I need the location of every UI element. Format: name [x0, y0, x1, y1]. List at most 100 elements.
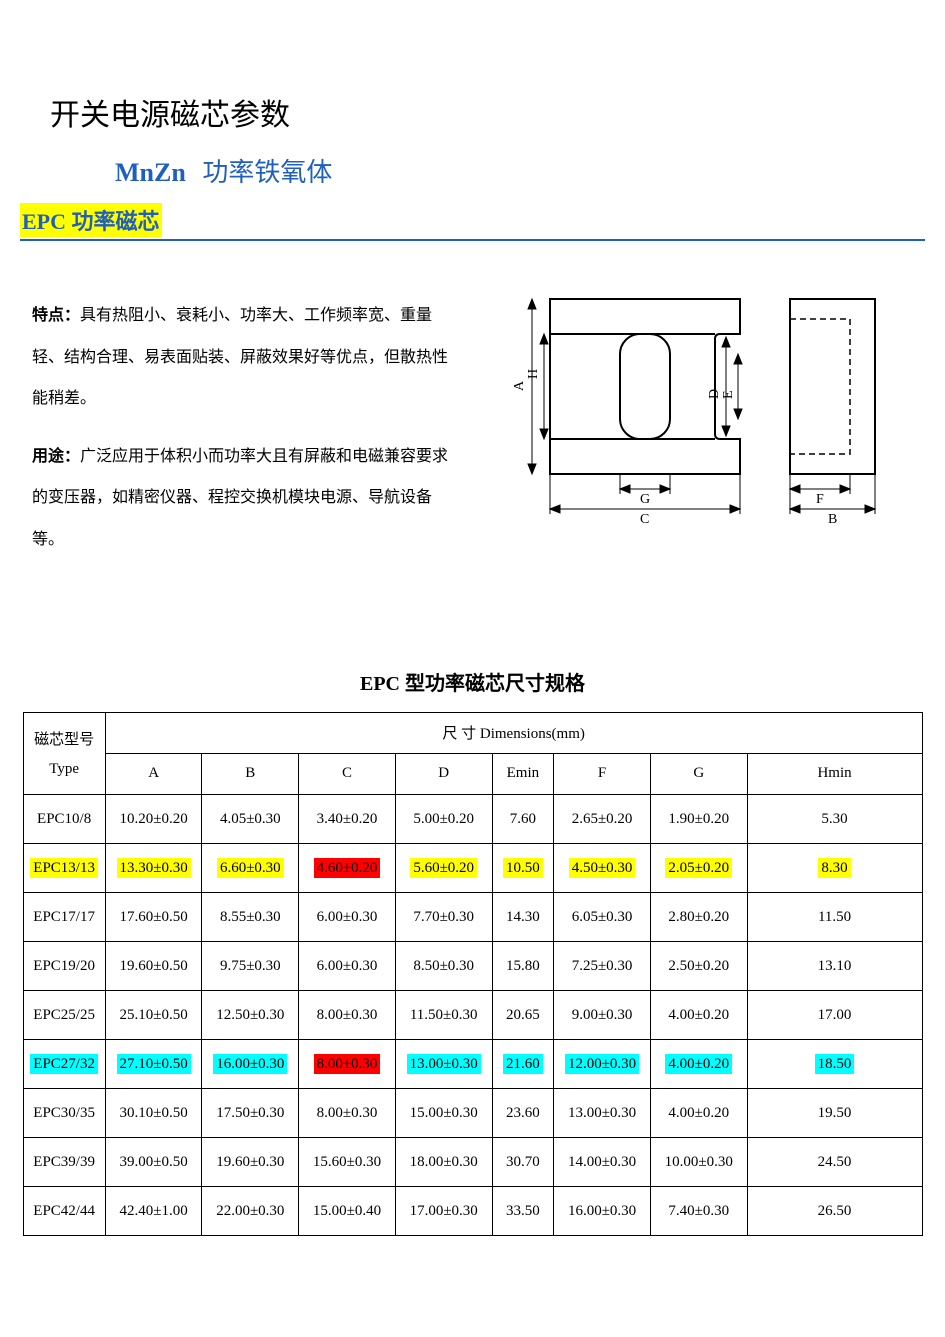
table-row: EPC39/3939.00±0.5019.60±0.3015.60±0.3018… [23, 1137, 922, 1186]
cell-dim-value: 4.05±0.30 [217, 809, 284, 829]
cell-type-value: EPC27/32 [30, 1054, 98, 1074]
cell-dim: 27.10±0.50 [105, 1039, 202, 1088]
cell-dim: 6.00±0.30 [299, 892, 396, 941]
cell-dim-value: 4.60±0.20 [314, 858, 381, 878]
cell-dim: 7.60 [492, 794, 554, 843]
cell-dim: 6.05±0.30 [554, 892, 651, 941]
cell-dim: 18.00±0.30 [395, 1137, 492, 1186]
cell-dim-value: 19.60±0.30 [213, 1152, 287, 1172]
cell-dim: 4.00±0.20 [650, 1088, 747, 1137]
cell-type: EPC10/8 [23, 794, 105, 843]
cell-dim-value: 17.00±0.30 [407, 1201, 481, 1221]
table-row: EPC17/1717.60±0.508.55±0.306.00±0.307.70… [23, 892, 922, 941]
cell-dim-value: 10.20±0.20 [117, 809, 191, 829]
core-diagram: A H D E [490, 279, 890, 529]
cell-dim-value: 25.10±0.50 [117, 1005, 191, 1025]
cell-dim: 21.60 [492, 1039, 554, 1088]
cell-dim: 9.75±0.30 [202, 941, 299, 990]
cell-dim-value: 5.30 [818, 809, 850, 829]
usage-paragraph: 用途：广泛应用于体积小而功率大且有屏蔽和电磁兼容要求的变压器，如精密仪器、程控交… [32, 436, 462, 561]
cell-dim-value: 14.00±0.30 [565, 1152, 639, 1172]
cell-dim: 18.50 [747, 1039, 922, 1088]
cell-dim-value: 7.70±0.30 [410, 907, 477, 927]
cell-dim-value: 6.00±0.30 [314, 956, 381, 976]
cell-dim-value: 14.30 [503, 907, 543, 927]
cell-dim-value: 8.30 [818, 858, 850, 878]
cell-dim-value: 12.00±0.30 [565, 1054, 639, 1074]
usage-text: 广泛应用于体积小而功率大且有屏蔽和电磁兼容要求的变压器，如精密仪器、程控交换机模… [32, 448, 448, 548]
cell-dim: 5.00±0.20 [395, 794, 492, 843]
usage-label: 用途： [32, 448, 80, 465]
dimensions-table: 磁芯型号 Type 尺 寸 Dimensions(mm) A B C D Emi… [23, 712, 923, 1236]
cell-dim-value: 12.50±0.30 [213, 1005, 287, 1025]
cell-dim-value: 17.60±0.50 [117, 907, 191, 927]
cell-dim: 15.00±0.30 [395, 1088, 492, 1137]
th-type-l2: Type [24, 761, 105, 778]
cell-dim: 30.10±0.50 [105, 1088, 202, 1137]
cell-dim: 9.00±0.30 [554, 990, 651, 1039]
cell-dim-value: 15.00±0.40 [310, 1201, 384, 1221]
cell-dim: 3.40±0.20 [299, 794, 396, 843]
cell-dim-value: 19.50 [815, 1103, 855, 1123]
cell-dim: 14.30 [492, 892, 554, 941]
cell-dim: 22.00±0.30 [202, 1186, 299, 1235]
cell-dim: 2.80±0.20 [650, 892, 747, 941]
th-dimensions: 尺 寸 Dimensions(mm) [105, 712, 922, 753]
cell-dim: 7.70±0.30 [395, 892, 492, 941]
cell-type-value: EPC30/35 [30, 1103, 98, 1123]
cell-dim-value: 5.60±0.20 [410, 858, 477, 878]
cell-dim: 4.00±0.20 [650, 1039, 747, 1088]
table-title: EPC 型功率磁芯尺寸规格 [20, 667, 925, 696]
cell-dim-value: 21.60 [503, 1054, 543, 1074]
intro-row: 特点：具有热阻小、衰耗小、功率大、工作频率宽、重量轻、结构合理、易表面贴装、屏蔽… [20, 279, 925, 577]
dim-label-G: G [640, 492, 650, 507]
table-row: EPC30/3530.10±0.5017.50±0.308.00±0.3015.… [23, 1088, 922, 1137]
cell-dim-value: 6.00±0.30 [314, 907, 381, 927]
cell-dim: 13.00±0.30 [554, 1088, 651, 1137]
cell-type-value: EPC10/8 [34, 809, 94, 829]
cell-dim: 17.00 [747, 990, 922, 1039]
cell-dim-value: 15.60±0.30 [310, 1152, 384, 1172]
dim-label-H: H [526, 369, 541, 379]
cell-dim: 26.50 [747, 1186, 922, 1235]
cell-dim: 14.00±0.30 [554, 1137, 651, 1186]
table-row: EPC27/3227.10±0.5016.00±0.308.00±0.3013.… [23, 1039, 922, 1088]
table-row: EPC10/8 10.20±0.20 4.05±0.30 3.40±0.205.00±… [23, 794, 922, 843]
cell-dim: 25.10±0.50 [105, 990, 202, 1039]
table-row: EPC42/4442.40±1.0022.00±0.3015.00±0.4017… [23, 1186, 922, 1235]
cell-dim-value: 18.50 [815, 1054, 855, 1074]
cell-dim: 5.30 [747, 794, 922, 843]
cell-dim-value: 30.70 [503, 1152, 543, 1172]
epc-diagram-svg: A H D E [490, 279, 890, 529]
cell-dim-value: 11.50±0.30 [407, 1005, 481, 1025]
table-row: EPC25/25 25.10±0.50 12.50±0.30 8.00±0.30 11.… [23, 990, 922, 1039]
cell-type-value: EPC25/25 [30, 1005, 98, 1025]
dim-label-F: F [816, 492, 824, 507]
cell-dim-value: 8.00±0.30 [314, 1005, 381, 1025]
cell-dim: 7.25±0.30 [554, 941, 651, 990]
cell-dim-value: 23.60 [503, 1103, 543, 1123]
cell-dim: 13.10 [747, 941, 922, 990]
table-header-row-2: A B C D Emin F G Hmin [23, 753, 922, 794]
feature-label: 特点： [32, 307, 80, 324]
cell-dim: 2.65±0.20 [554, 794, 651, 843]
description-block: 特点：具有热阻小、衰耗小、功率大、工作频率宽、重量轻、结构合理、易表面贴装、屏蔽… [32, 279, 462, 577]
table-row: EPC13/1313.30±0.306.60±0.304.60±0.205.60… [23, 843, 922, 892]
cell-dim-value: 15.80 [503, 956, 543, 976]
cell-dim: 5.60±0.20 [395, 843, 492, 892]
cell-dim-value: 7.40±0.30 [665, 1201, 732, 1221]
th-Emin: Emin [492, 753, 554, 794]
cell-type: EPC30/35 [23, 1088, 105, 1137]
cell-dim: 17.00±0.30 [395, 1186, 492, 1235]
cell-dim-value: 39.00±0.50 [117, 1152, 191, 1172]
cell-dim-value: 8.00±0.30 [314, 1054, 381, 1074]
cell-dim-value: 24.50 [815, 1152, 855, 1172]
cell-dim: 2.05±0.20 [650, 843, 747, 892]
cell-dim: 24.50 [747, 1137, 922, 1186]
cell-dim: 15.00±0.40 [299, 1186, 396, 1235]
cell-dim-value: 4.00±0.20 [665, 1103, 732, 1123]
cell-dim: 13.00±0.30 [395, 1039, 492, 1088]
cell-dim-value: 4.00±0.20 [665, 1054, 732, 1074]
cell-dim: 1.90±0.20 [650, 794, 747, 843]
cell-dim: 2.50±0.20 [650, 941, 747, 990]
